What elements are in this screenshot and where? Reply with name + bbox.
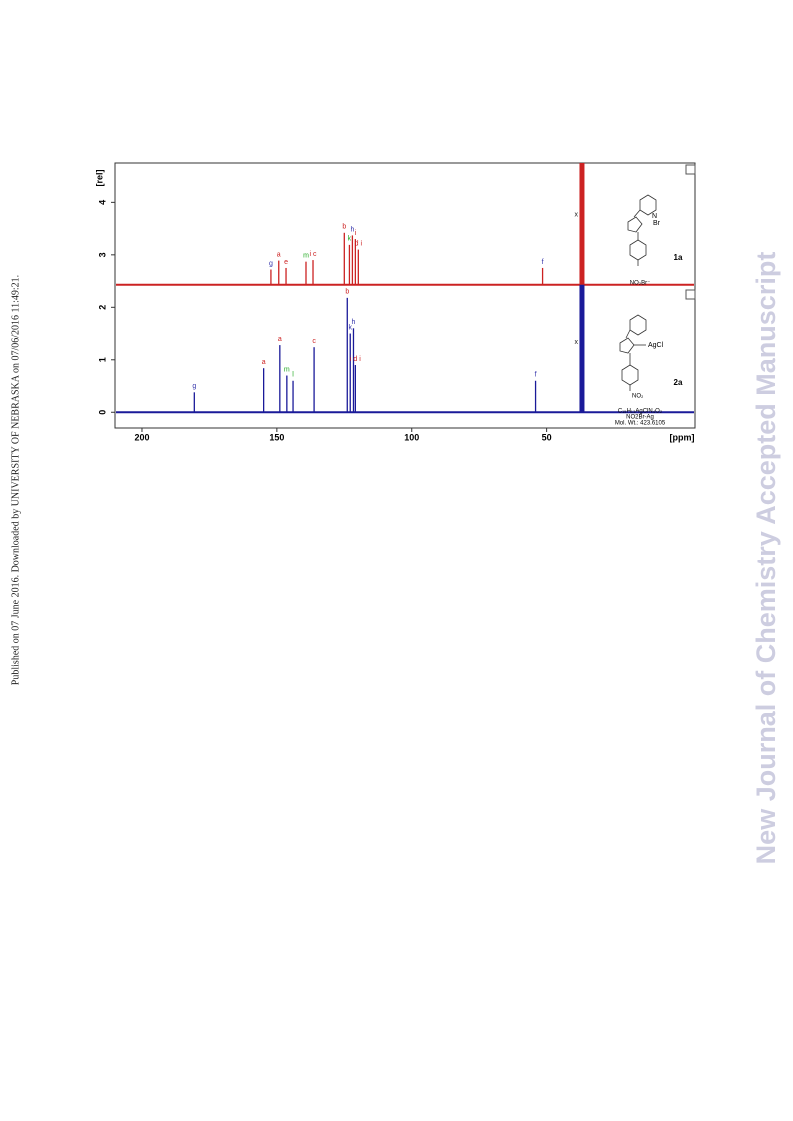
x-tick-label: 200 bbox=[134, 432, 149, 442]
peak-label: x bbox=[574, 212, 578, 219]
structure-2a bbox=[619, 314, 647, 391]
peak-label: a bbox=[262, 359, 266, 366]
atom-label: AgCl bbox=[648, 342, 664, 349]
peak-label: b bbox=[342, 224, 346, 231]
peak-label: c bbox=[312, 338, 316, 345]
peak-label: i d i bbox=[350, 356, 361, 363]
atom-label: N bbox=[652, 213, 657, 220]
watermark: New Journal of Chemistry Accepted Manusc… bbox=[751, 252, 781, 865]
x-tick-label: 50 bbox=[542, 432, 552, 442]
atom-label: NO₂ bbox=[632, 394, 644, 400]
peak-label: f bbox=[535, 372, 537, 379]
x-tick-label: 150 bbox=[269, 432, 284, 442]
compound-label: 1a bbox=[674, 253, 683, 262]
compound-label: 2a bbox=[674, 378, 683, 387]
peak-label: e bbox=[284, 259, 288, 266]
peak-label: m bbox=[303, 252, 309, 259]
peak-label: i c bbox=[310, 251, 318, 258]
y-tick-label: 0 bbox=[97, 410, 107, 415]
peak-label: i bbox=[355, 230, 357, 237]
x-tick-label: 100 bbox=[404, 432, 419, 442]
x-axis-label: [ppm] bbox=[670, 432, 695, 442]
panel-box bbox=[685, 289, 696, 300]
peak-label: f bbox=[542, 259, 544, 266]
peak-label: d i bbox=[355, 240, 363, 247]
peak-label: l bbox=[292, 372, 294, 379]
peak-label: g bbox=[269, 260, 273, 267]
y-tick-label: 3 bbox=[97, 252, 107, 257]
peak-label: k bbox=[348, 324, 352, 331]
y-axis-label: [rel] bbox=[94, 169, 104, 186]
plot-frame bbox=[114, 162, 696, 429]
peak-label: h bbox=[352, 319, 356, 326]
formula: Mol. Wt.: 423.6105 bbox=[615, 421, 666, 427]
peak-label: b bbox=[345, 289, 349, 296]
side-note: Published on 07 June 2016. Downloaded by… bbox=[10, 275, 21, 685]
peak-label: x bbox=[574, 339, 578, 346]
peak-label: m bbox=[284, 366, 290, 373]
peak-label: a bbox=[277, 251, 281, 258]
atom-label: Br bbox=[653, 220, 661, 227]
y-tick-label: 4 bbox=[97, 200, 107, 205]
formula: NO2Br-Ag bbox=[626, 415, 654, 421]
y-tick-label: 2 bbox=[97, 305, 107, 310]
formula: C₁₅H₁₃AgClN₄O₂ bbox=[618, 409, 663, 415]
peak-label: a bbox=[278, 336, 282, 343]
structure-1a bbox=[627, 194, 657, 266]
peak-label: h bbox=[350, 226, 354, 233]
panel-box bbox=[685, 164, 696, 175]
peak-label: k bbox=[348, 236, 352, 243]
formula: NO₂Br⁻ bbox=[630, 281, 651, 287]
y-tick-label: 1 bbox=[97, 357, 107, 362]
peak-label: g bbox=[192, 383, 196, 390]
